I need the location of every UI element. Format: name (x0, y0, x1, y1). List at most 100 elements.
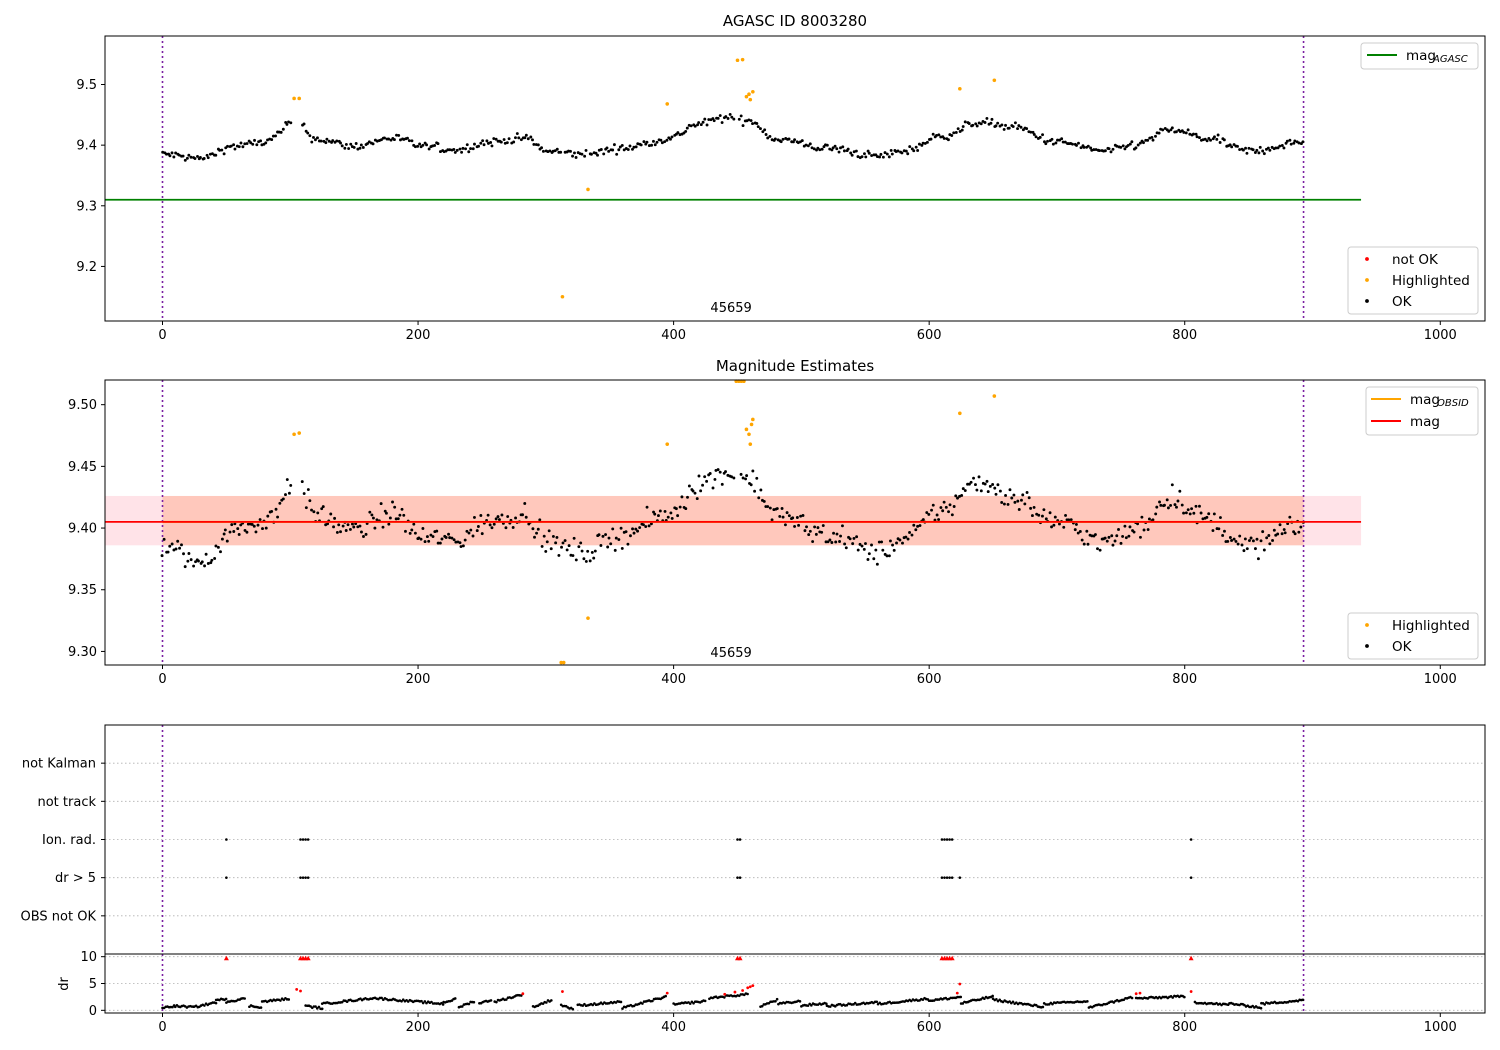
ok-point (429, 533, 433, 537)
ok-point (954, 494, 958, 498)
legend-label-mag-agasc: mag (1406, 48, 1436, 64)
highlighted-point (992, 78, 997, 83)
ok-point (511, 526, 515, 529)
ok-point (705, 123, 709, 127)
ok-point (189, 558, 193, 562)
ok-point (875, 155, 879, 159)
ok-point (1082, 542, 1086, 546)
ok-point (1165, 498, 1169, 502)
ok-point (504, 526, 508, 530)
ok-point (707, 118, 711, 121)
flag-point (948, 876, 951, 879)
ok-point (364, 532, 368, 536)
ok-point (1288, 515, 1292, 519)
ok-point (243, 528, 247, 532)
dr-ok-point (998, 998, 1001, 1002)
ok-point (728, 112, 732, 116)
ok-point (302, 492, 306, 495)
ok-point (497, 518, 501, 522)
ok-point (877, 540, 881, 544)
ok-point (1123, 524, 1127, 528)
obsid-label: 45659 (710, 646, 751, 661)
dr-not-ok-point (741, 989, 745, 992)
ok-point (1052, 523, 1056, 527)
flag-point (945, 838, 949, 841)
dr-not-ok-point (1138, 991, 1142, 995)
ok-point (787, 137, 791, 141)
ok-point (352, 525, 356, 529)
ok-point (544, 549, 548, 553)
ok-point (421, 526, 425, 530)
ok-point (417, 536, 421, 540)
ok-point (807, 533, 811, 537)
ok-point (1253, 151, 1257, 154)
ok-point (463, 538, 467, 542)
ok-point (1017, 124, 1021, 128)
ok-point (963, 120, 967, 124)
ok-point (946, 138, 950, 142)
ok-point (1166, 506, 1170, 510)
ok-point (253, 138, 256, 142)
ok-point (927, 512, 931, 516)
ok-point (830, 541, 834, 544)
ok-point (1103, 149, 1107, 153)
ok-point (202, 157, 206, 160)
y-tick-label: 9.4 (76, 139, 97, 154)
ok-point (559, 150, 563, 154)
highlighted-point (744, 94, 749, 99)
ok-point (243, 142, 247, 146)
ok-point (325, 137, 329, 141)
ok-point (860, 155, 864, 159)
ok-point (611, 148, 615, 152)
ok-point (1113, 539, 1117, 543)
ok-point (362, 535, 365, 538)
ok-point (713, 477, 717, 481)
dr-ok-point (995, 998, 998, 1001)
ok-point (536, 143, 540, 147)
ok-point (1276, 146, 1280, 150)
ok-point (433, 143, 437, 147)
ok-point (1124, 536, 1128, 540)
dr-ok-point (400, 999, 403, 1003)
ok-point (1245, 547, 1249, 551)
ok-point (916, 524, 920, 528)
dr-ok-point (380, 996, 383, 1000)
ok-point (482, 143, 486, 147)
dr-ok-point (545, 1001, 548, 1004)
ok-point (1276, 532, 1280, 536)
ok-point (1274, 146, 1278, 150)
ok-point (506, 515, 510, 518)
ok-point (626, 542, 630, 546)
dr-ok-point (441, 1003, 445, 1006)
ok-point (1002, 502, 1006, 506)
ok-point (229, 144, 233, 148)
ok-point (833, 144, 837, 148)
ok-point (361, 146, 365, 149)
ok-point (1023, 502, 1027, 506)
ok-point (220, 537, 224, 541)
ok-point (1041, 133, 1045, 137)
ok-point (174, 151, 178, 155)
legend-marker-ok (1365, 299, 1369, 303)
ok-point (1008, 488, 1012, 492)
ok-point (1151, 518, 1155, 522)
ok-point (770, 518, 774, 522)
ok-point (1280, 144, 1284, 147)
ok-point (846, 147, 850, 151)
ok-point (1034, 135, 1038, 139)
ok-point (791, 516, 795, 520)
ok-point (1299, 525, 1303, 529)
ok-point (816, 526, 820, 530)
ok-point (993, 486, 997, 490)
ok-point (473, 142, 476, 146)
ok-point (367, 140, 371, 144)
ok-point (855, 535, 859, 539)
ok-point (670, 135, 674, 139)
ok-point (830, 148, 834, 152)
flag-point (738, 876, 742, 879)
ok-point (471, 147, 475, 151)
ok-point (1297, 530, 1301, 534)
ok-point (674, 507, 678, 511)
ok-point (427, 147, 431, 151)
ok-point (435, 529, 439, 533)
